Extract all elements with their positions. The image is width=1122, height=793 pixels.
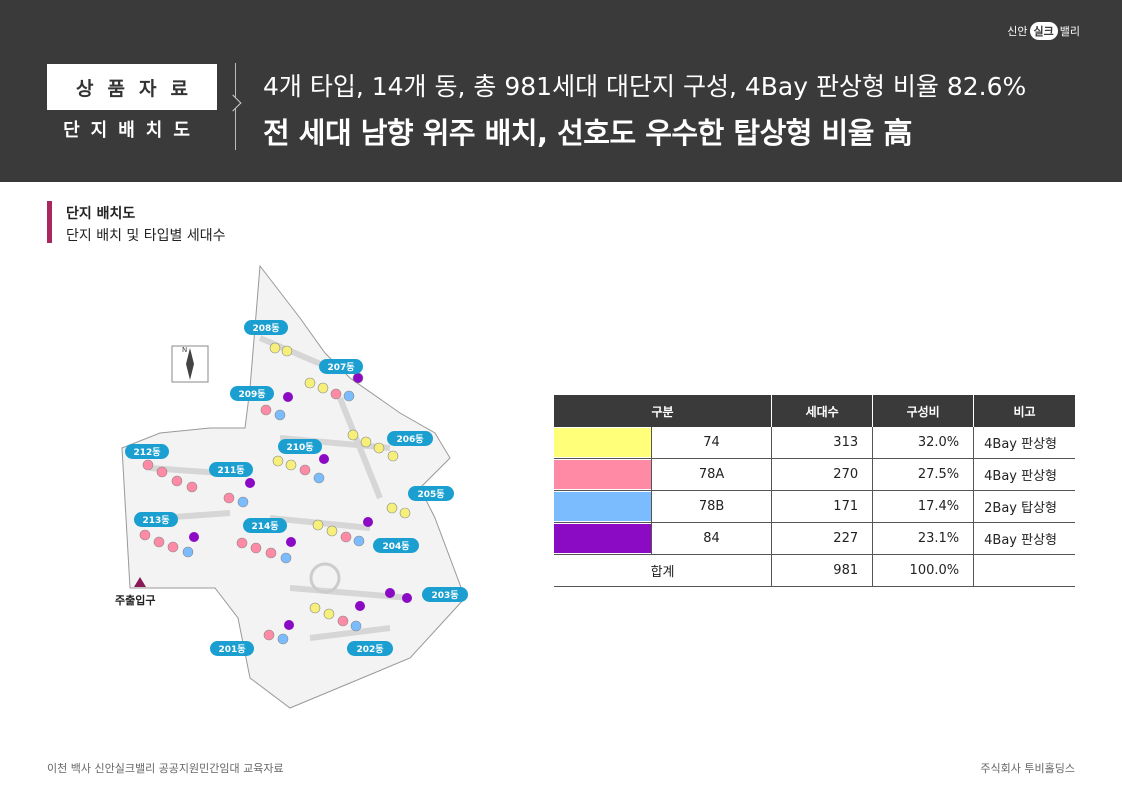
type-color-swatch bbox=[554, 458, 652, 491]
building-210 bbox=[272, 454, 329, 484]
table-row: 84 227 23.1% 4Bay 판상형 bbox=[554, 522, 1075, 555]
header-units: 세대수 bbox=[771, 395, 874, 427]
svg-text:205동: 205동 bbox=[417, 489, 444, 500]
table-row: 74 313 32.0% 4Bay 판상형 bbox=[554, 427, 1075, 459]
site-plan-map: N bbox=[121, 264, 468, 709]
header-type: 구분 bbox=[554, 395, 773, 427]
chevron-right-icon bbox=[224, 94, 242, 112]
svg-text:N: N bbox=[182, 346, 187, 354]
svg-text:202동: 202동 bbox=[356, 644, 383, 655]
label-204: 204동 bbox=[373, 538, 419, 553]
label-205: 205동 bbox=[408, 486, 454, 501]
swatch-84 bbox=[554, 524, 651, 553]
building-212 bbox=[142, 459, 198, 493]
swatch-74 bbox=[554, 428, 651, 457]
svg-text:210동: 210동 bbox=[286, 442, 313, 453]
building-206 bbox=[347, 429, 399, 462]
section-subtitle: 단지 배치 및 타입별 세대수 bbox=[66, 228, 226, 244]
building-204 bbox=[312, 517, 373, 547]
entrance-marker-icon bbox=[134, 577, 146, 587]
svg-text:212동: 212동 bbox=[133, 447, 160, 458]
svg-text:207동: 207동 bbox=[327, 362, 354, 373]
table-row: 78B 171 17.4% 2Bay 탑상형 bbox=[554, 490, 1075, 523]
svg-text:208동: 208동 bbox=[252, 323, 279, 334]
svg-text:203동: 203동 bbox=[431, 590, 458, 601]
svg-text:209동: 209동 bbox=[238, 389, 265, 400]
svg-text:214동: 214동 bbox=[251, 521, 278, 532]
category-tag: 상품자료 bbox=[47, 64, 217, 110]
label-210: 210동 bbox=[278, 439, 322, 454]
brand-logo: 신안 실크 밸리 bbox=[1007, 22, 1080, 40]
label-209: 209동 bbox=[230, 386, 274, 401]
label-206: 206동 bbox=[387, 431, 433, 446]
building-214 bbox=[236, 537, 296, 564]
label-202: 202동 bbox=[347, 641, 393, 656]
svg-text:206동: 206동 bbox=[396, 434, 423, 445]
svg-text:213동: 213동 bbox=[142, 515, 169, 526]
label-201: 201동 bbox=[210, 641, 254, 656]
svg-text:204동: 204동 bbox=[382, 541, 409, 552]
type-color-swatch bbox=[554, 490, 652, 523]
svg-text:211동: 211동 bbox=[217, 465, 244, 476]
header-banner: 신안 실크 밸리 상품자료 단지배치도 4개 타입, 14개 동, 총 981세대 … bbox=[0, 0, 1122, 182]
unit-type-table: 구분 세대수 구성비 비고 74 313 32.0% 4Bay 판상형 78A … bbox=[554, 395, 1075, 587]
label-212: 212동 bbox=[125, 444, 169, 459]
type-color-swatch bbox=[554, 522, 652, 555]
label-211: 211동 bbox=[209, 462, 253, 477]
type-color-swatch bbox=[554, 427, 652, 459]
label-213: 213동 bbox=[134, 512, 178, 527]
section-accent-bar bbox=[47, 201, 52, 243]
building-202 bbox=[309, 601, 365, 632]
label-214: 214동 bbox=[243, 518, 287, 533]
label-203: 203동 bbox=[422, 587, 468, 602]
table-total-row: 합계 981 100.0% bbox=[554, 554, 1075, 587]
header-ratio: 구성비 bbox=[872, 395, 975, 427]
table-row: 78A 270 27.5% 4Bay 판상형 bbox=[554, 458, 1075, 491]
footer-company: 주식회사 투비홀딩스 bbox=[980, 762, 1075, 775]
swatch-78a bbox=[554, 460, 651, 489]
swatch-78b bbox=[554, 492, 651, 521]
section-title: 단지 배치도 bbox=[66, 206, 136, 222]
label-208: 208동 bbox=[244, 320, 288, 335]
building-201 bbox=[263, 620, 294, 645]
svg-text:201동: 201동 bbox=[218, 644, 245, 655]
headline-secondary: 전 세대 남향 위주 배치, 선호도 우수한 탑상형 비율 高 bbox=[263, 116, 912, 150]
label-207: 207동 bbox=[319, 359, 363, 374]
building-203 bbox=[385, 588, 412, 603]
building-211 bbox=[223, 478, 255, 508]
building-209 bbox=[260, 392, 293, 421]
main-entrance-label: 주출입구 bbox=[115, 594, 156, 607]
building-207 bbox=[304, 372, 364, 402]
building-205 bbox=[386, 502, 411, 519]
category-subtitle: 단지배치도 bbox=[63, 120, 201, 141]
building-213 bbox=[139, 529, 199, 558]
table-header-row: 구분 세대수 구성비 비고 bbox=[554, 395, 1075, 427]
compass-icon: N bbox=[171, 345, 209, 383]
headline-primary: 4개 타입, 14개 동, 총 981세대 대단지 구성, 4Bay 판상형 비… bbox=[263, 72, 1027, 101]
header-note: 비고 bbox=[973, 395, 1075, 427]
footer-document-title: 이천 백사 신안실크밸리 공공지원민간임대 교육자료 bbox=[47, 762, 284, 775]
building-208 bbox=[269, 342, 293, 357]
